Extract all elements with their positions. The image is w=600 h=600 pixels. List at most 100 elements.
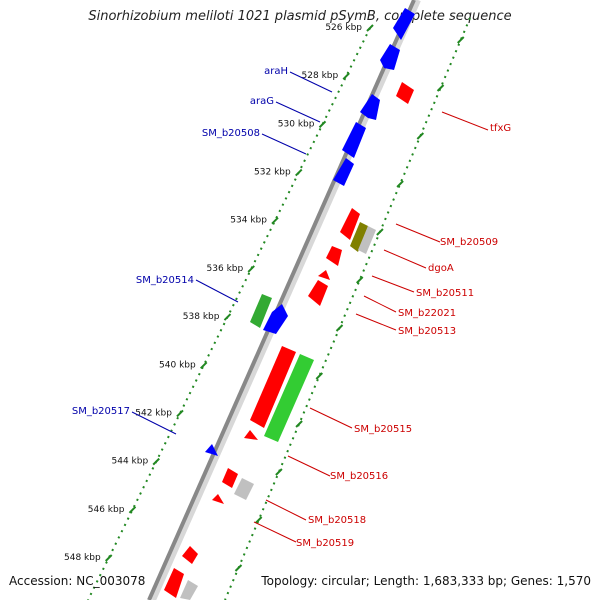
left-ruler-tick <box>104 554 113 562</box>
callout-SM_b20508[interactable] <box>261 133 307 155</box>
label-SM_b20518[interactable]: SM_b20518 <box>308 515 366 526</box>
gene-SM_b20514[interactable] <box>250 294 272 328</box>
left-ruler-tick <box>271 217 279 225</box>
right-ruler-tick <box>416 132 425 140</box>
ruler-label: 532 kbp <box>254 168 291 178</box>
left-ruler-ticks <box>104 24 374 562</box>
gene-olive[interactable] <box>350 222 368 252</box>
ruler-labels: 526 kbp 528 kbp 530 kbp 532 kbp 534 kbp 536 k… <box>64 23 362 563</box>
gene-SM_b20517[interactable] <box>205 444 218 456</box>
callout-SM_b20514 <box>195 279 239 303</box>
reverse-genes <box>164 82 414 598</box>
ruler-label: 544 kbp <box>112 457 149 467</box>
gene-dgoA[interactable] <box>326 246 342 266</box>
gene-tfxG[interactable] <box>396 82 414 104</box>
label-dgoA[interactable]: dgoA <box>428 263 454 274</box>
gene-SM_b20515-green[interactable] <box>264 354 314 442</box>
gene-SM_b20509[interactable] <box>340 208 360 240</box>
label-SM_b20508[interactable]: SM_b20508 <box>202 128 260 139</box>
ruler-label: 526 kbp <box>325 23 362 33</box>
gene-SM_b22021[interactable] <box>308 280 328 306</box>
callout-SM_b20517 <box>131 411 177 435</box>
gene-SM_b20508-b[interactable] <box>333 158 354 186</box>
gene-gray-a[interactable] <box>358 226 376 254</box>
gene-SM_b20515-tip[interactable] <box>244 430 258 440</box>
left-ruler-tick <box>200 361 208 369</box>
ruler-label: 540 kbp <box>159 360 196 370</box>
left-ruler-tick <box>318 120 327 129</box>
label-SM_b20517[interactable]: SM_b20517 <box>72 406 130 417</box>
callout-lines <box>131 71 489 543</box>
label-SM_b20515[interactable]: SM_b20515 <box>354 424 412 435</box>
gene-forward-mid[interactable] <box>263 304 288 334</box>
label-tfxG[interactable]: tfxG <box>490 123 511 134</box>
left-ruler-tick <box>247 265 255 273</box>
right-ruler-tick <box>315 372 324 380</box>
backbone-line <box>147 0 416 600</box>
ruler-label: 542 kbp <box>135 408 172 418</box>
ruler-label: 548 kbp <box>64 553 101 563</box>
label-araH[interactable]: araH <box>264 66 288 77</box>
right-ruler-tick <box>335 324 344 332</box>
right-ruler-tick <box>376 228 384 236</box>
left-ruler-tick <box>295 168 303 177</box>
gene-SM_b20511[interactable] <box>318 270 330 280</box>
callout-SM_b20515 <box>309 407 353 429</box>
callout-SM_b20516 <box>287 455 331 477</box>
ruler-label: 528 kbp <box>302 71 339 81</box>
topology-text: Topology: circular; Length: 1,683,333 bp… <box>261 574 591 588</box>
gene-araH[interactable] <box>380 44 400 70</box>
callout-SM_b20511 <box>371 275 415 293</box>
callout-tfxG <box>441 111 489 131</box>
gene-araG[interactable] <box>360 94 380 120</box>
gene-SM_b20515[interactable] <box>250 346 296 428</box>
left-ruler-tick <box>152 457 160 466</box>
label-SM_b20509[interactable]: SM_b20509 <box>440 237 498 248</box>
left-ruler-tick <box>128 506 137 514</box>
right-ruler-tick <box>396 180 404 188</box>
callout-dgoA <box>383 249 427 269</box>
ruler-label: 546 kbp <box>88 505 125 515</box>
label-SM_b20514[interactable]: SM_b20514 <box>136 275 194 286</box>
gene-SM_b20508[interactable] <box>342 122 366 158</box>
right-ruler-tick <box>436 84 445 92</box>
label-SM_b20519[interactable]: SM_b20519 <box>296 538 354 549</box>
right-dotted-ruler <box>224 17 471 600</box>
left-ruler-tick <box>223 313 232 321</box>
ruler-label: 536 kbp <box>207 264 244 274</box>
right-ruler-tick <box>295 420 303 428</box>
gene-gray-b[interactable] <box>234 478 254 500</box>
callout-SM_b20513 <box>355 313 397 331</box>
label-SM_b22021[interactable]: SM_b22021 <box>398 308 456 319</box>
left-ruler-tick <box>342 72 350 80</box>
gene-SM_b20519[interactable] <box>182 546 198 564</box>
accession-text: Accession: NC_003078 <box>9 574 146 588</box>
label-araG[interactable]: araG <box>250 96 274 107</box>
gene-reverse-bottom[interactable] <box>164 568 184 598</box>
forward-genes <box>180 8 415 600</box>
right-ruler-tick <box>356 276 364 284</box>
label-SM_b20511[interactable]: SM_b20511 <box>416 288 474 299</box>
other-genes <box>234 222 376 500</box>
gene-SM_b20516[interactable] <box>222 468 238 488</box>
label-SM_b20516[interactable]: SM_b20516 <box>330 471 388 482</box>
ruler-label: 538 kbp <box>183 312 220 322</box>
gene-forward-top[interactable] <box>393 8 415 40</box>
right-ruler-tick <box>234 564 243 572</box>
callout-SM_b20519 <box>253 521 297 543</box>
right-ruler-tick <box>254 516 263 524</box>
gene-forward-bottom[interactable] <box>180 580 198 600</box>
label-SM_b20513[interactable]: SM_b20513 <box>398 326 456 337</box>
callout-SM_b20509 <box>395 223 441 243</box>
left-ruler-tick <box>176 409 184 418</box>
ruler-label: 530 kbp <box>278 119 315 129</box>
callout-araG <box>275 101 321 123</box>
right-ruler-tick <box>275 468 283 476</box>
callout-SM_b20518 <box>265 499 307 521</box>
right-ruler-ticks <box>234 36 465 572</box>
gene-SM_b20518[interactable] <box>212 494 224 504</box>
callout-araH <box>289 71 333 93</box>
right-ruler-tick <box>457 36 465 44</box>
callout-SM_b22021 <box>363 295 397 313</box>
